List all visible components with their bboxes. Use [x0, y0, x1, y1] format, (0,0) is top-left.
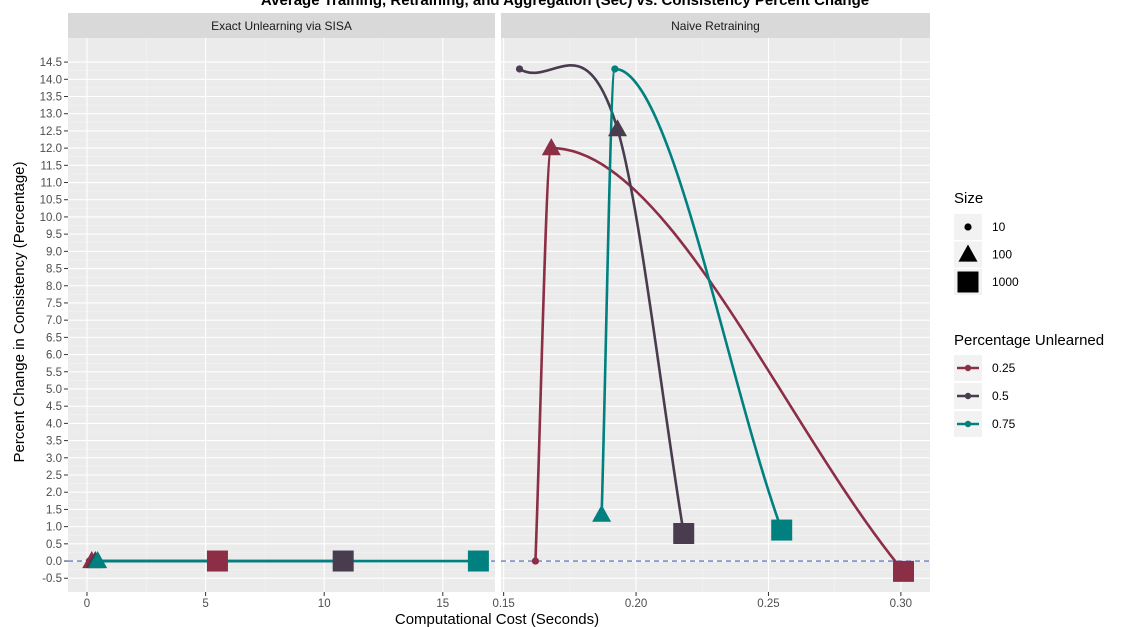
y-tick-label: 8.5 [46, 264, 62, 276]
point-0.25-size-1000 [206, 550, 228, 572]
panel-background [501, 38, 930, 592]
point-0.75-size-100 [88, 551, 108, 569]
point-0.5-size-1000 [673, 523, 695, 545]
point-0.75-size-1000 [467, 550, 489, 572]
x-tick-label: 0.30 [890, 598, 912, 610]
y-tick-label: 12.0 [40, 143, 62, 155]
y-tick-label: 10.0 [40, 212, 62, 224]
y-tick-label: 7.0 [46, 315, 62, 327]
y-tick-label: -0.5 [42, 573, 62, 585]
y-tick-label: 14.5 [40, 57, 62, 69]
y-tick-label: 5.0 [46, 384, 62, 396]
y-tick-label: 3.5 [46, 436, 62, 448]
point-0.25-size-100 [541, 138, 561, 156]
color-legend-dot-0.5 [964, 392, 972, 400]
y-tick-label: 11.5 [40, 160, 62, 172]
y-tick-label: 4.0 [46, 418, 62, 430]
point-0.25-size-10 [531, 557, 540, 565]
y-tick-label: 8.0 [46, 281, 62, 293]
facets-layer: Exact Unlearning via SISA 0 5 10 15 Naive Ret… [68, 13, 930, 610]
y-tick-label: 13.5 [40, 91, 62, 103]
x-tick-label: 0.25 [757, 598, 779, 610]
series-line-0.5 [518, 64, 686, 535]
y-tick-label: 9.0 [46, 246, 62, 258]
y-tick-label: 2.5 [46, 470, 62, 482]
point-0.25-size-1000 [893, 560, 915, 582]
y-tick-label: 5.5 [46, 367, 62, 379]
size-legend-key-100 [958, 244, 978, 262]
color-legend-label-0.75: 0.75 [992, 417, 1016, 431]
x-tick-label: 5 [202, 598, 208, 610]
size-legend-key-1000 [957, 271, 979, 293]
facet-panel-1: Exact Unlearning via SISA 0 5 10 15 [68, 13, 495, 610]
facet-strip [501, 13, 930, 38]
chart-title: Average Training, Retraining, and Aggreg… [261, 0, 869, 9]
facet-strip [68, 13, 495, 38]
y-tick-label: 10.5 [40, 195, 62, 207]
legend: Size 10 100 1000 Percentage Unlearned 0.25 0.5… [954, 190, 1104, 437]
point-0.5-size-100 [608, 119, 628, 137]
color-legend-title: Percentage Unlearned [954, 332, 1104, 349]
y-tick-label: 4.5 [46, 401, 62, 413]
facet-strip-label: Naive Retraining [671, 19, 760, 33]
point-0.75-size-1000 [771, 519, 793, 541]
color-legend-label-0.25: 0.25 [992, 361, 1016, 375]
y-tick-label: 6.0 [46, 350, 62, 362]
y-tick-label: 9.5 [46, 229, 62, 241]
size-legend-key-10 [964, 223, 972, 231]
color-legend-dot-0.25 [964, 364, 972, 372]
x-tick-label: 15 [436, 598, 449, 610]
facet-panel-2: Naive Retraining 0.15 0.20 0.25 0.30 [492, 13, 930, 610]
point-0.75-size-100 [592, 504, 612, 522]
x-tick-label: 0.15 [492, 598, 514, 610]
y-tick-label: 12.5 [40, 126, 62, 138]
color-legend-dot-0.75 [964, 420, 972, 428]
panel-background [68, 38, 495, 592]
y-tick-label: 3.0 [46, 453, 62, 465]
y-tick-label: 11.0 [40, 178, 62, 190]
x-tick-label: 10 [318, 598, 331, 610]
size-legend-label-10: 10 [992, 220, 1006, 234]
y-tick-label: 2.0 [46, 487, 62, 499]
y-tick-label: 1.0 [46, 522, 62, 534]
x-tick-label: 0.20 [625, 598, 647, 610]
y-tick-label: 6.5 [46, 332, 62, 344]
point-0.5-size-10 [515, 65, 524, 73]
y-tick-label: 7.5 [46, 298, 62, 310]
series-line-0.25 [534, 146, 905, 573]
x-tick-label: 0 [84, 598, 90, 610]
x-axis-title: Computational Cost (Seconds) [395, 611, 599, 627]
size-legend-label-100: 100 [992, 248, 1012, 262]
facet-strip-label: Exact Unlearning via SISA [211, 19, 352, 33]
y-tick-label: 13.0 [40, 109, 62, 121]
point-0.75-size-10 [611, 65, 619, 73]
size-legend-label-1000: 1000 [992, 275, 1019, 289]
y-tick-label: 0.5 [46, 539, 62, 551]
y-axis-title: Percent Change in Consistency (Percentag… [11, 161, 28, 462]
y-tick-label: 0.0 [46, 556, 62, 568]
y-tick-label: 14.0 [40, 74, 62, 86]
y-axis: -0.5 0.0 0.5 1.0 1.5 2.0 2.5 3.0 3.5 4.0 4.5 5.0 5.5… [40, 57, 68, 585]
color-legend-label-0.5: 0.5 [992, 389, 1009, 403]
point-0.5-size-1000 [332, 550, 354, 572]
size-legend-title: Size [954, 190, 983, 207]
y-tick-label: 1.5 [46, 504, 62, 516]
